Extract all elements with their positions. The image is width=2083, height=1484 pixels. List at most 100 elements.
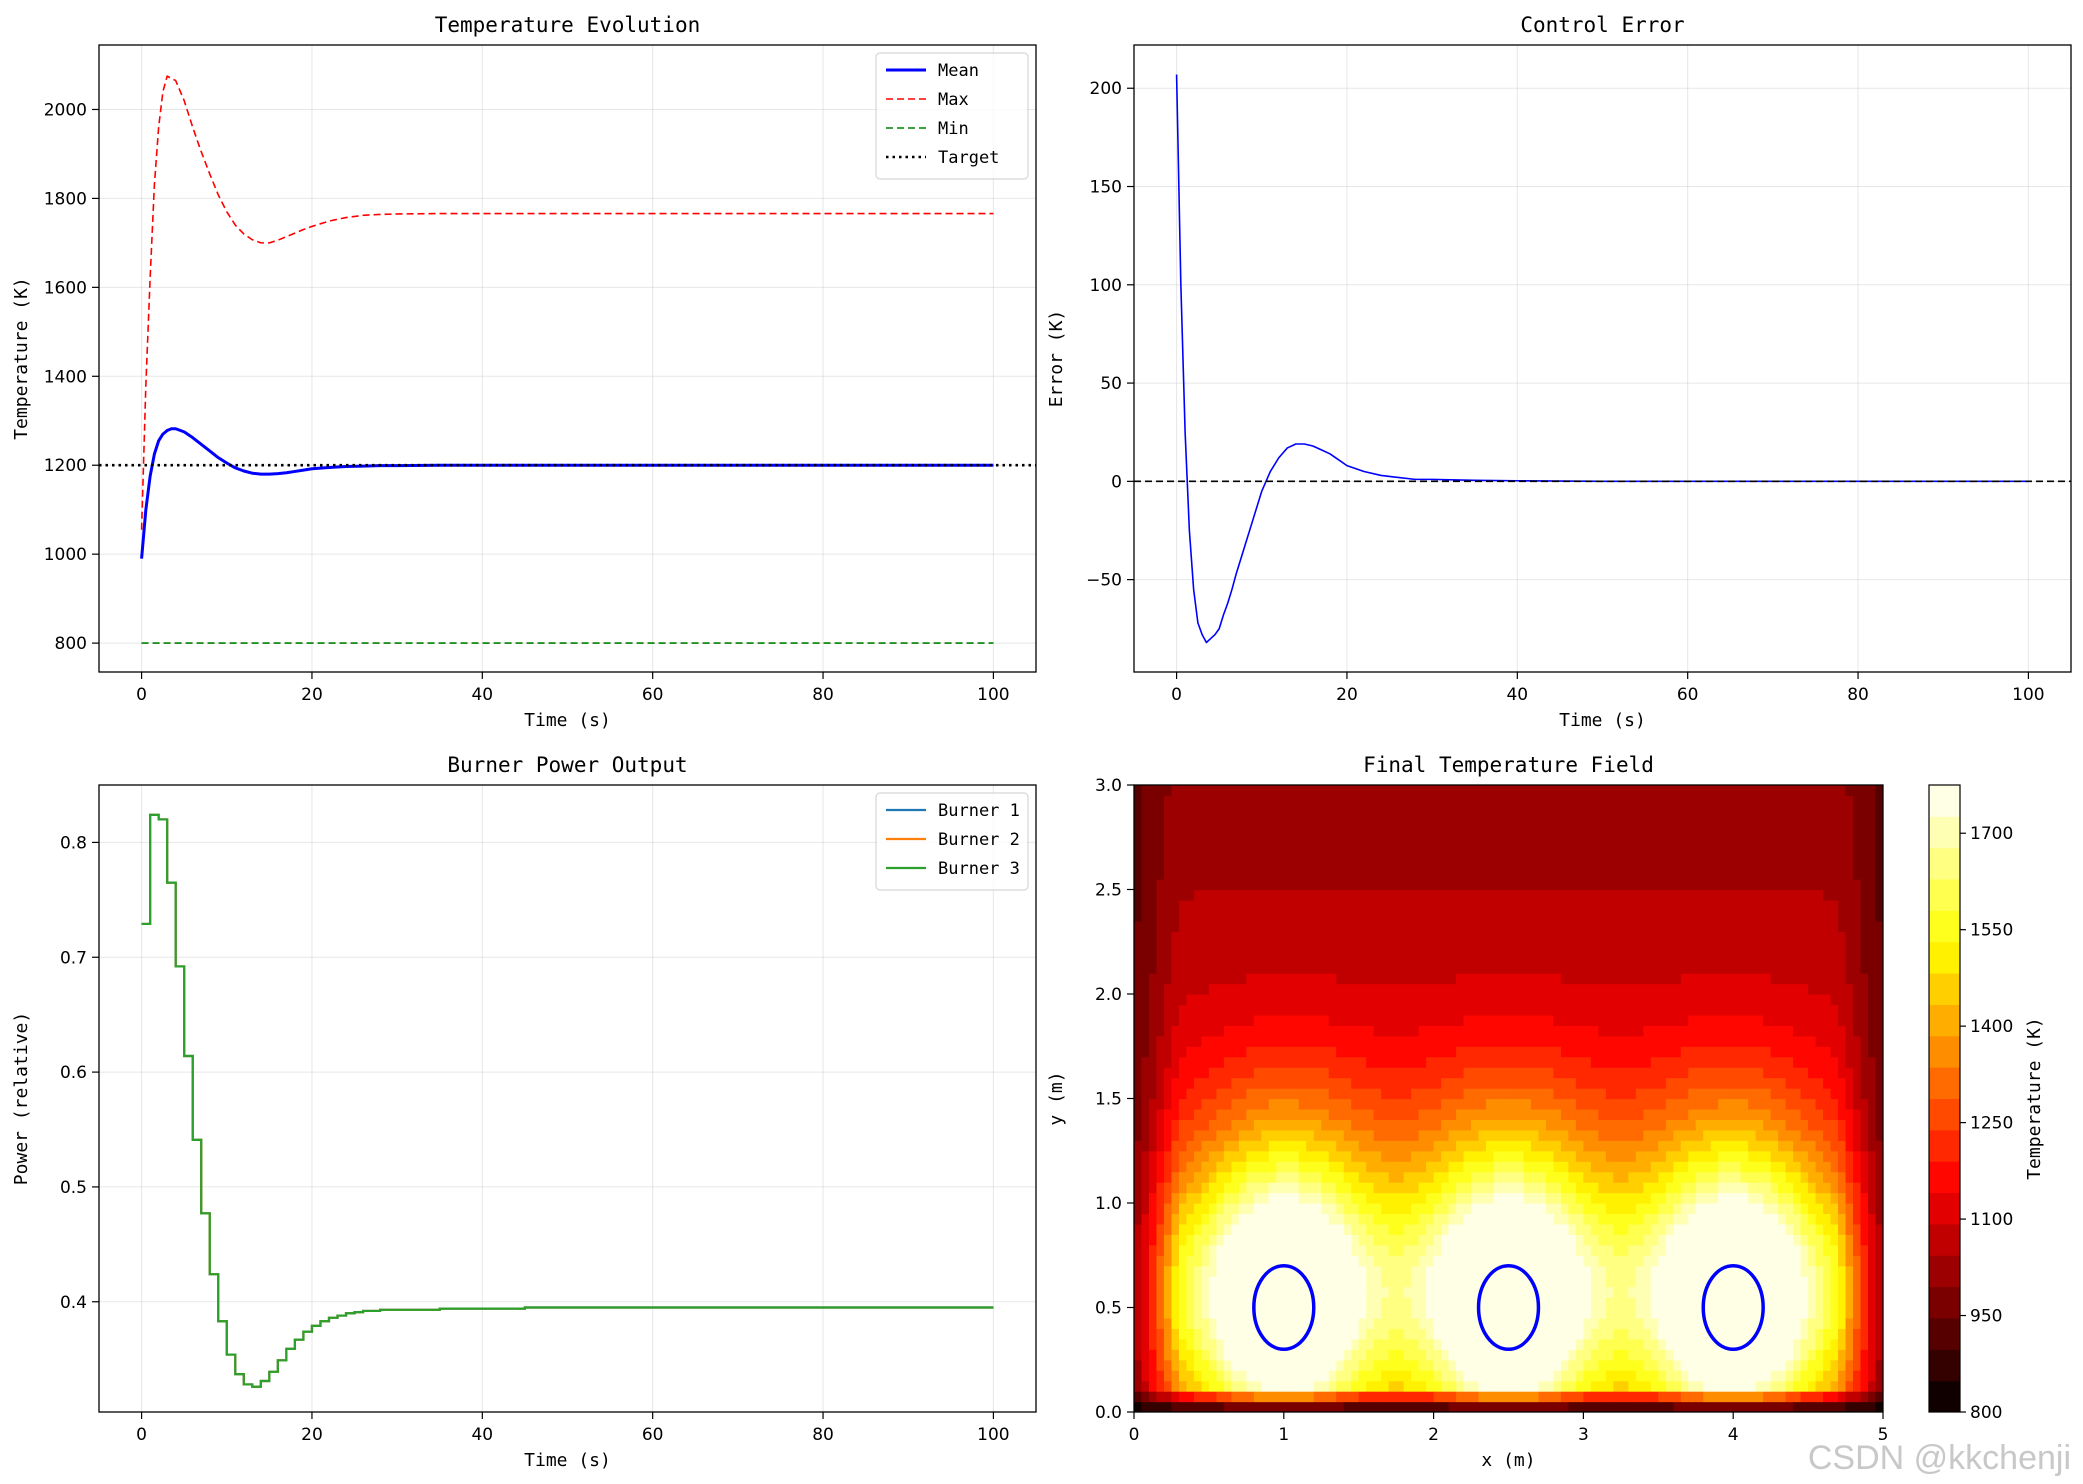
field-cell [1478,920,1487,932]
field-cell [1238,1004,1247,1016]
field-cell [1276,962,1285,974]
field-cell [1201,1182,1210,1194]
field-cell [1403,837,1412,849]
field-cell [1328,1359,1337,1371]
field-cell [1695,1370,1704,1382]
field-cell [1635,1203,1644,1215]
field-cell [1163,1244,1173,1256]
field-cell [1650,785,1659,797]
chart-title: Control Error [1520,13,1684,37]
field-cell [1351,910,1360,922]
field-cell [1456,879,1465,891]
field-cell [1493,1140,1502,1152]
field-cell [1718,994,1727,1006]
field-cell [1568,1203,1577,1215]
field-cell [1650,868,1659,880]
field-cell [1448,1025,1457,1037]
field-cell [1306,920,1315,932]
field-cell [1718,1129,1727,1141]
field-cell [1553,858,1562,870]
field-cell [1688,920,1697,932]
field-cell [1366,1108,1375,1120]
field-cell [1456,1056,1465,1068]
field-cell [1478,1276,1487,1288]
field-cell [1703,879,1712,891]
field-cell [1583,1035,1592,1047]
field-cell [1493,1401,1502,1412]
field-cell [1733,1265,1742,1277]
field-cell [1134,879,1143,891]
field-cell [1628,1244,1637,1256]
field-cell [1193,1140,1203,1152]
field-cell [1441,1359,1450,1371]
field-cell [1628,1203,1637,1215]
field-cell [1605,1380,1614,1392]
field-cell [1366,931,1375,943]
field-cell [1163,1338,1173,1350]
field-cell [1703,847,1712,859]
field-cell [1733,1349,1742,1361]
field-cell [1478,1391,1487,1403]
field-cell [1328,837,1337,849]
field-cell [1396,983,1405,995]
field-cell [1298,1192,1307,1204]
field-cell [1501,1025,1510,1037]
field-cell [1148,889,1158,901]
field-cell [1673,837,1682,849]
field-cell [1710,973,1719,985]
field-cell [1448,994,1457,1006]
field-cell [1613,816,1622,828]
field-cell [1628,847,1637,859]
field-cell [1508,1244,1517,1256]
field-cell [1560,1307,1570,1319]
field-cell [1508,1077,1517,1089]
field-cell [1238,1067,1247,1079]
field-cell [1605,1192,1614,1204]
field-cell [1148,1391,1158,1403]
field-cell [1373,1035,1382,1047]
field-cell [1628,858,1637,870]
field-cell [1261,1182,1270,1194]
field-cell [1411,795,1420,807]
field-cell [1261,899,1270,911]
field-cell [1590,1338,1599,1350]
field-cell [1560,1203,1570,1215]
field-cell [1575,1297,1584,1309]
field-cell [1163,1025,1173,1037]
field-cell [1598,941,1607,953]
field-cell [1336,795,1345,807]
field-cell [1658,1380,1667,1392]
field-cell [1456,1077,1465,1089]
field-cell [1223,1129,1232,1141]
field-cell [1508,994,1517,1006]
field-cell [1538,858,1547,870]
field-cell [1388,1161,1397,1173]
field-cell [1688,994,1697,1006]
field-cell [1418,1025,1427,1037]
field-cell [1411,826,1420,838]
field-cell [1201,1035,1210,1047]
field-cell [1156,1223,1165,1235]
axes-frame [1133,44,2072,673]
field-cell [1336,1150,1345,1162]
field-cell [1253,1182,1262,1194]
field-cell [1725,1140,1734,1152]
field-cell [1725,1150,1734,1162]
x-tick-label: 80 [1847,685,1869,705]
field-cell [1411,785,1420,797]
field-cell [1695,805,1704,817]
field-cell [1253,983,1262,995]
field-cell [1725,962,1734,974]
field-cell [1560,826,1570,838]
field-cell [1216,847,1225,859]
field-cell [1463,1391,1472,1403]
field-cell [1523,1161,1532,1173]
field-cell [1193,941,1203,953]
field-cell [1351,1203,1360,1215]
field-cell [1328,920,1337,932]
field-cell [1568,1025,1577,1037]
field-cell [1313,1370,1322,1382]
field-cell [1283,1338,1292,1350]
field-cell [1321,1286,1330,1298]
field-cell [1171,1025,1180,1037]
